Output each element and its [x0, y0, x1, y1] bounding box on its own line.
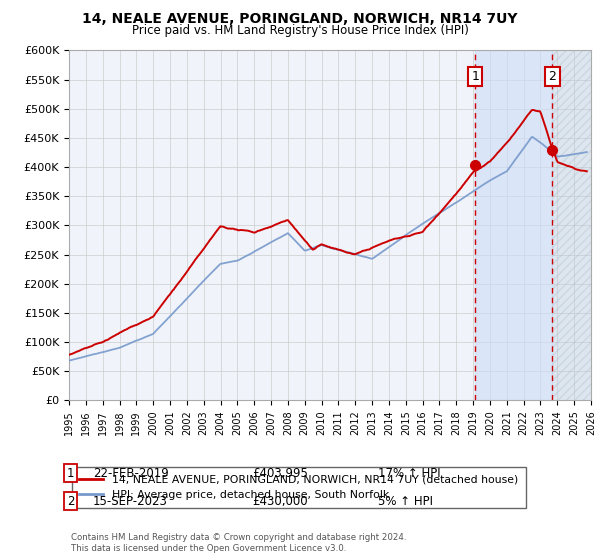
Text: 2: 2	[548, 70, 556, 83]
Text: 15-SEP-2023: 15-SEP-2023	[93, 494, 168, 508]
Text: £403,995: £403,995	[252, 466, 308, 480]
Text: Contains HM Land Registry data © Crown copyright and database right 2024.
This d: Contains HM Land Registry data © Crown c…	[71, 533, 406, 553]
Text: 14, NEALE AVENUE, PORINGLAND, NORWICH, NR14 7UY: 14, NEALE AVENUE, PORINGLAND, NORWICH, N…	[82, 12, 518, 26]
Text: £430,000: £430,000	[252, 494, 308, 508]
Text: 17% ↑ HPI: 17% ↑ HPI	[378, 466, 440, 480]
Text: 2: 2	[67, 494, 74, 508]
Bar	[475, 50, 553, 400]
Text: Price paid vs. HM Land Registry's House Price Index (HPI): Price paid vs. HM Land Registry's House …	[131, 24, 469, 36]
Text: 5% ↑ HPI: 5% ↑ HPI	[378, 494, 433, 508]
Text: 1: 1	[67, 466, 74, 480]
Legend: 14, NEALE AVENUE, PORINGLAND, NORWICH, NR14 7UY (detached house), HPI: Average p: 14, NEALE AVENUE, PORINGLAND, NORWICH, N…	[72, 467, 526, 508]
Text: 22-FEB-2019: 22-FEB-2019	[93, 466, 169, 480]
Bar	[553, 50, 591, 400]
Text: 1: 1	[472, 70, 479, 83]
